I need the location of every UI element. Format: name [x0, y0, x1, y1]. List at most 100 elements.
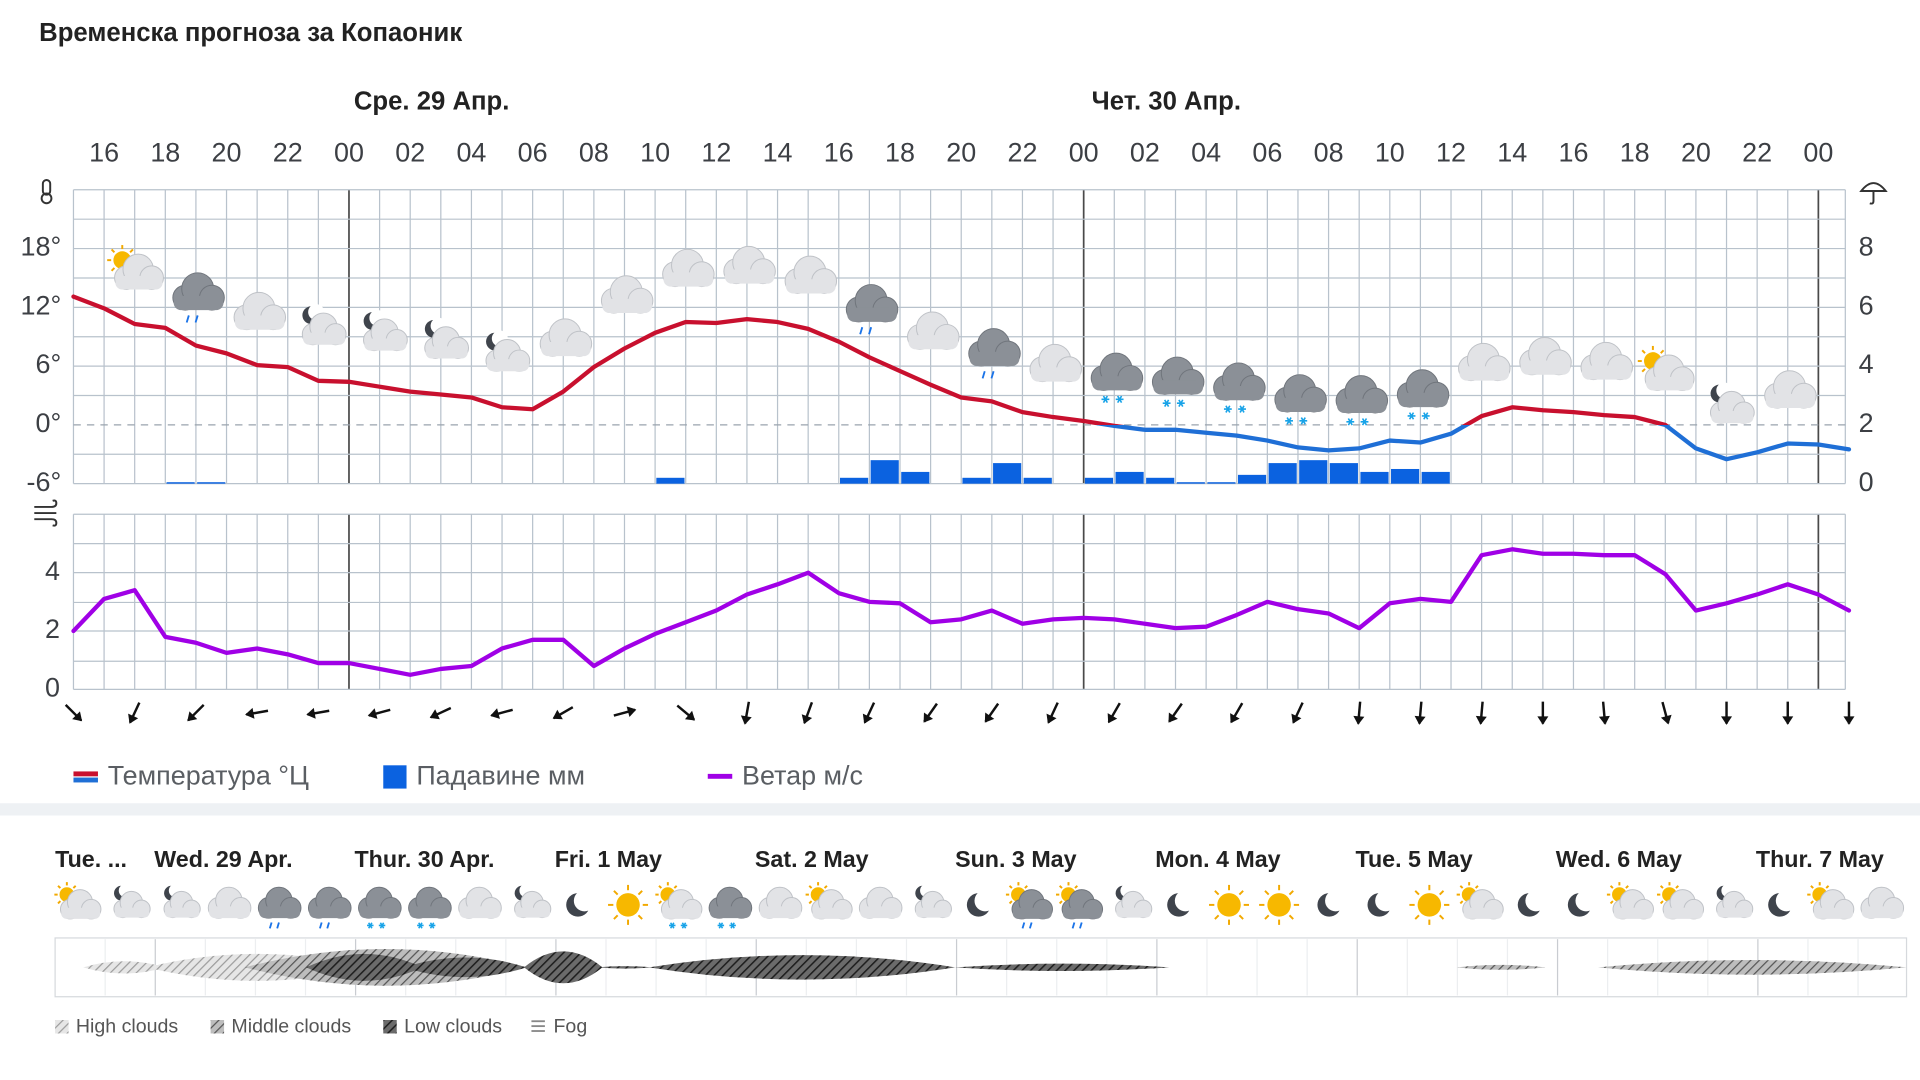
weather-icon — [1367, 890, 1397, 917]
icon-part — [812, 907, 852, 919]
day-label: Wed. 6 May — [1556, 846, 1682, 872]
arrow-head — [128, 713, 139, 724]
precip-bar — [1115, 471, 1144, 484]
weather-icon — [966, 890, 996, 917]
icon-part — [808, 900, 813, 905]
cloud-legend-label: Low clouds — [404, 1016, 502, 1038]
wind-arrow — [128, 702, 141, 724]
icon-part — [1028, 922, 1033, 929]
x-tick-label: 22 — [273, 137, 303, 167]
weather-icon — [1860, 886, 1905, 919]
icon-part — [1810, 885, 1814, 889]
icon-part — [1641, 349, 1646, 354]
wind-arrow — [1660, 701, 1672, 725]
weather-icon — [301, 304, 347, 346]
icon-part — [785, 279, 836, 294]
arrow-head — [1414, 715, 1426, 725]
precip-bar — [1360, 471, 1389, 484]
icon-part — [268, 922, 273, 929]
icon-part — [1223, 405, 1232, 413]
arrow-head — [862, 713, 873, 724]
legend-swatch-temp-top — [73, 771, 98, 777]
arrow-head — [740, 715, 752, 725]
cloud-band — [648, 955, 956, 980]
weather-icon — [107, 245, 164, 291]
y-tick-label: 2 — [45, 614, 60, 644]
wind-arrow — [1046, 702, 1059, 724]
icon-part — [1609, 900, 1614, 905]
arrow-head — [1782, 716, 1794, 725]
icon-part — [759, 906, 802, 919]
icon-part — [1176, 399, 1185, 407]
icon-part — [1398, 392, 1448, 408]
day-label: Thur. 7 May — [1756, 846, 1884, 872]
y-tick-label: 6° — [35, 349, 61, 379]
umbrella-icon — [1859, 182, 1888, 205]
precip-bar — [197, 482, 226, 484]
weather-icon — [845, 284, 899, 335]
icon-part — [1625, 885, 1629, 889]
arrow-head — [1291, 713, 1302, 724]
icon-part — [981, 371, 986, 379]
icon-part — [428, 922, 436, 929]
icon-part — [1074, 885, 1079, 889]
arrow-head — [1843, 716, 1855, 725]
cloud-legend-label: Fog — [553, 1016, 587, 1038]
arrow-head — [187, 711, 198, 722]
day-label: Tue. ... — [55, 846, 127, 872]
weather-icon — [1768, 890, 1797, 917]
wind-arrow — [984, 702, 1000, 723]
cloud-band — [306, 953, 423, 981]
weather-icon — [1005, 882, 1053, 929]
day-label: Wed. 29 Apr. — [154, 846, 292, 872]
icon-part — [1641, 368, 1646, 373]
weather-icon — [1807, 882, 1855, 920]
icon-part — [115, 276, 163, 290]
weather-icon — [1167, 890, 1196, 917]
icon-part — [309, 906, 351, 919]
precip-bar — [1268, 463, 1297, 484]
x-tick-label: 20 — [1681, 137, 1711, 167]
icon-part — [1275, 397, 1326, 412]
icon-part — [1417, 893, 1442, 917]
y2-tick-label: 2 — [1859, 408, 1874, 438]
icon-part — [680, 922, 688, 929]
icon-part — [717, 922, 725, 929]
cloud-band — [83, 961, 166, 974]
x-tick-label: 12 — [701, 137, 731, 167]
precip-bar — [1237, 474, 1267, 484]
icon-part — [1092, 376, 1142, 391]
icon-part — [823, 885, 828, 889]
y-tick-label: 4 — [45, 556, 60, 586]
icon-part — [359, 906, 401, 919]
icon-part — [613, 914, 619, 920]
weather-icon — [608, 884, 649, 925]
icon-part — [57, 885, 62, 889]
weather-icon — [1335, 375, 1389, 426]
weather-icon — [1090, 352, 1144, 404]
icon-part — [1421, 412, 1430, 420]
icon-part — [114, 907, 150, 918]
x-tick-label: 20 — [946, 137, 976, 167]
icon-part — [1238, 405, 1246, 413]
icon-part — [1439, 914, 1445, 920]
wind-arrow — [740, 701, 752, 725]
wind-arrow — [1843, 701, 1855, 725]
icon-part — [1525, 890, 1547, 912]
icon-part — [1062, 907, 1102, 919]
icon-part — [1439, 890, 1445, 896]
icon-part — [1008, 885, 1013, 889]
weather-icon — [655, 882, 703, 929]
icon-part — [969, 351, 1020, 366]
x-tick-label: 00 — [334, 137, 364, 167]
y2-tick-label: 6 — [1859, 290, 1874, 320]
cloud-band — [1597, 960, 1907, 975]
icon-part — [847, 307, 897, 322]
precip-bar — [870, 460, 899, 484]
icon-part — [1264, 914, 1270, 920]
icon-part — [1613, 907, 1653, 919]
icon-part — [194, 315, 199, 323]
y2-tick-label: 4 — [1859, 349, 1874, 379]
day-label: Sun. 3 May — [955, 846, 1077, 872]
icon-part — [1659, 885, 1664, 889]
